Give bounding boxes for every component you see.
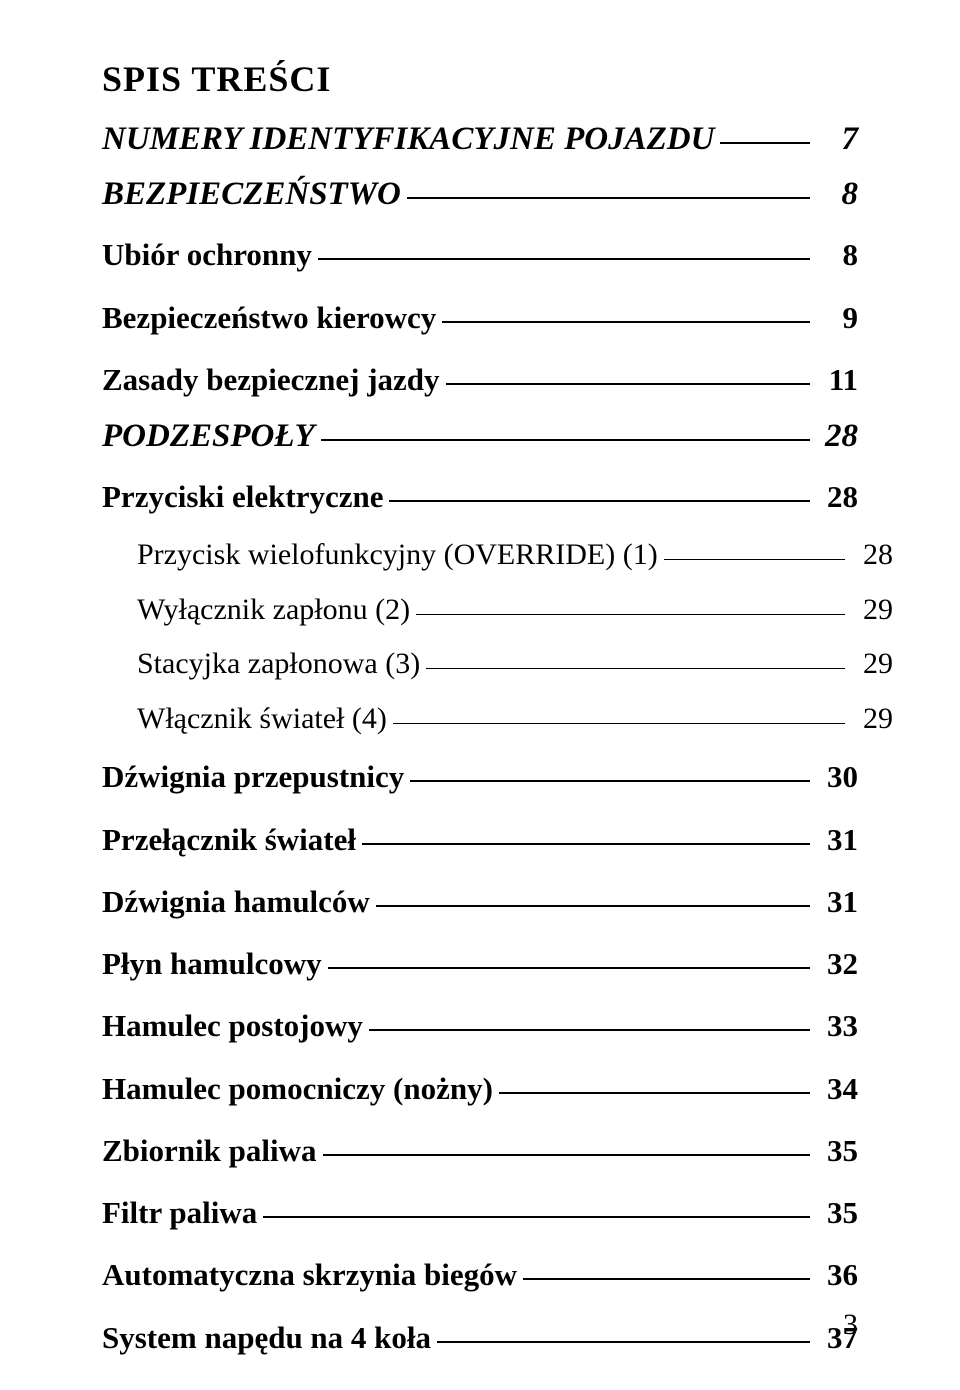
toc-entry-label: Zasady bezpiecznej jazdy (102, 353, 440, 407)
toc-entry-label: Hamulec pomocniczy (nożny) (102, 1062, 493, 1116)
toc-entry: Zbiornik paliwa 35 (102, 1124, 858, 1178)
toc-entry-label: Dźwignia hamulców (102, 875, 370, 929)
toc-entry-page: 29 (853, 696, 893, 743)
toc-entry: Przycisk wielofunkcyjny (OVERRIDE) (1) 28 (102, 532, 893, 579)
toc-entry-label: Zbiornik paliwa (102, 1124, 317, 1178)
toc-entry: Przełącznik świateł 31 (102, 813, 858, 867)
toc-entry-label: Bezpieczeństwo kierowcy (102, 291, 436, 345)
toc-entry-page: 28 (853, 532, 893, 579)
toc-entry: Dźwignia hamulców 31 (102, 875, 858, 929)
toc-leader (376, 905, 810, 907)
toc-entry-label: Przełącznik świateł (102, 813, 356, 867)
toc-entry-label: BEZPIECZEŃSTWO (102, 169, 401, 220)
toc-entry: BEZPIECZEŃSTWO 8 (102, 169, 858, 220)
toc-entry-page: 33 (818, 999, 858, 1053)
toc-entry-label: Przycisk wielofunkcyjny (OVERRIDE) (1) (137, 532, 658, 579)
toc-leader (523, 1278, 810, 1280)
toc-entry: Zasady bezpiecznej jazdy 11 (102, 353, 858, 407)
toc-entry-label: Wyłącznik zapłonu (2) (137, 587, 410, 634)
toc-leader (499, 1092, 810, 1094)
toc-leader (407, 197, 810, 199)
toc-leader (263, 1216, 810, 1218)
toc-entry-label: Filtr paliwa (102, 1186, 257, 1240)
toc-leader (437, 1341, 810, 1343)
toc-leader (362, 843, 810, 845)
toc-leader (416, 614, 845, 615)
toc-leader (323, 1154, 811, 1156)
toc-entry-label: Hamulec postojowy (102, 999, 363, 1053)
toc-leader (328, 967, 810, 969)
toc-entry-page: 8 (818, 228, 858, 282)
toc-leader (318, 258, 810, 260)
toc-entry-page: 30 (818, 750, 858, 804)
toc-entry-label: PODZESPOŁY (102, 411, 315, 462)
toc-entry: Automatyczna skrzynia biegów 36 (102, 1248, 858, 1302)
toc-leader (720, 142, 810, 144)
toc-entry: System napędu na 4 koła37 (102, 1311, 858, 1365)
toc-leader (442, 321, 810, 323)
toc-entry-label: NUMERY IDENTYFIKACYJNE POJAZDU (102, 114, 714, 165)
toc-entry-page: 31 (818, 813, 858, 867)
toc-entry: NUMERY IDENTYFIKACYJNE POJAZDU 7 (102, 114, 858, 165)
toc-entry-page: 9 (818, 291, 858, 345)
toc-leader (410, 780, 810, 782)
toc-entry-page: 8 (818, 169, 858, 220)
toc-leader (664, 559, 845, 560)
toc-title: SPIS TREŚCI (102, 58, 858, 100)
toc-entry: Hamulec postojowy 33 (102, 999, 858, 1053)
toc-entry-label: Płyn hamulcowy (102, 937, 322, 991)
toc-entry-page: 28 (818, 470, 858, 524)
toc-leader (321, 439, 810, 441)
toc-entry-page: 35 (818, 1124, 858, 1178)
toc-entry-page: 32 (818, 937, 858, 991)
toc-entry-label: Ubiór ochronny (102, 228, 312, 282)
toc-entry: Włącznik świateł (4) 29 (102, 696, 893, 743)
toc-leader (369, 1029, 810, 1031)
toc-leader (389, 500, 810, 502)
page-number: 3 (843, 1308, 858, 1342)
toc-leader (426, 668, 845, 669)
toc-entry-page: 7 (818, 114, 858, 165)
toc-entry-label: Włącznik świateł (4) (137, 696, 387, 743)
toc-entry: Bezpieczeństwo kierowcy 9 (102, 291, 858, 345)
toc-entry: PODZESPOŁY 28 (102, 411, 858, 462)
toc-entry: Przyciski elektryczne 28 (102, 470, 858, 524)
toc-entry: Filtr paliwa 35 (102, 1186, 858, 1240)
toc-entry-page: 34 (818, 1062, 858, 1116)
toc-entry: Płyn hamulcowy 32 (102, 937, 858, 991)
toc-entry-page: 36 (818, 1248, 858, 1302)
toc-entry: Hamulec pomocniczy (nożny) 34 (102, 1062, 858, 1116)
toc-entry-label: System napędu na 4 koła (102, 1311, 431, 1365)
toc-list: NUMERY IDENTYFIKACYJNE POJAZDU7BEZPIECZE… (102, 114, 858, 1365)
toc-leader (393, 723, 845, 724)
toc-entry-page: 35 (818, 1186, 858, 1240)
toc-entry-label: Dźwignia przepustnicy (102, 750, 404, 804)
page: SPIS TREŚCI NUMERY IDENTYFIKACYJNE POJAZ… (0, 0, 960, 1390)
toc-entry-page: 11 (818, 353, 858, 407)
toc-entry-label: Stacyjka zapłonowa (3) (137, 641, 420, 688)
toc-entry-page: 28 (818, 411, 858, 462)
toc-entry: Ubiór ochronny 8 (102, 228, 858, 282)
toc-entry-label: Przyciski elektryczne (102, 470, 383, 524)
toc-entry-page: 29 (853, 587, 893, 634)
toc-entry: Stacyjka zapłonowa (3) 29 (102, 641, 893, 688)
toc-leader (446, 383, 810, 385)
toc-entry-label: Automatyczna skrzynia biegów (102, 1248, 517, 1302)
toc-entry: Wyłącznik zapłonu (2) 29 (102, 587, 893, 634)
toc-entry: Dźwignia przepustnicy 30 (102, 750, 858, 804)
toc-entry-page: 31 (818, 875, 858, 929)
toc-entry-page: 29 (853, 641, 893, 688)
